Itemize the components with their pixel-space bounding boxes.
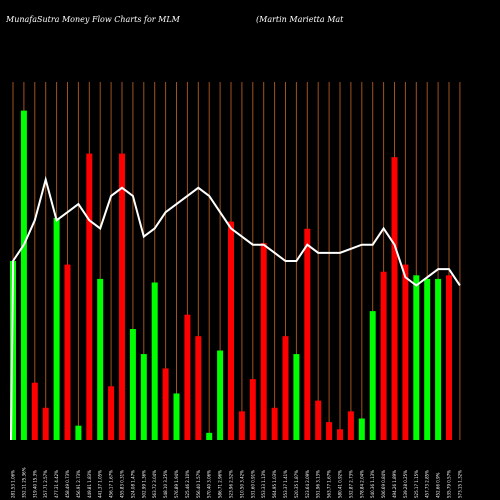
bar [195, 336, 202, 440]
bar [446, 275, 452, 440]
category-label: 525.46 2.10% [185, 470, 190, 498]
bar [20, 110, 27, 440]
bar [369, 311, 376, 440]
bar [64, 264, 71, 440]
category-label: 580.41 0.92% [338, 470, 343, 498]
category-label: 531.60 0.91% [250, 470, 255, 498]
category-label: 535.79 0.57% [447, 470, 452, 498]
bar [206, 432, 213, 440]
bar [238, 411, 245, 440]
bar [337, 429, 343, 440]
category-label: 523.64 2.09% [305, 470, 310, 498]
money-flow-line [10, 175, 461, 441]
bar [391, 157, 398, 440]
category-label: 523.96 2.52% [229, 470, 234, 498]
bar [86, 153, 93, 440]
category-label: 532.87 2.73% [348, 470, 353, 498]
category-label: 564.95 1.03% [272, 470, 277, 498]
category-label: 352.11 25.36% [21, 467, 26, 498]
bar [108, 386, 115, 440]
category-label: 556.40 1.57% [196, 470, 201, 498]
bar [315, 400, 322, 440]
category-label: 586.71 2.96% [218, 470, 223, 498]
category-label: 452.66 0.9% [436, 472, 441, 498]
category-label: 506.69 0.84% [381, 470, 386, 498]
bar [282, 336, 289, 440]
bar [184, 314, 191, 440]
bar [97, 278, 104, 440]
category-label: 578.84 2.04% [359, 470, 364, 498]
category-label: 457.73 2.85% [425, 470, 430, 498]
bar [347, 411, 354, 440]
bar [304, 228, 311, 440]
category-label: 441.37 1.05% [98, 470, 103, 498]
category-label: 281.53 1.06% [11, 470, 16, 498]
bar [42, 407, 49, 440]
category-label: 548.10 3.25% [163, 470, 168, 498]
category-label: 563.77 1.67% [327, 470, 332, 498]
category-label: 456.91 2.73% [76, 470, 81, 498]
bar [228, 221, 234, 440]
category-label: 576.89 1.94% [174, 470, 179, 498]
bar [217, 350, 224, 440]
bar [140, 354, 147, 440]
category-label: 525.17 1.15% [414, 470, 419, 498]
bar [413, 275, 420, 440]
category-label: 540.36 1.13% [370, 470, 375, 498]
category-label: 319.40 15.3% [32, 470, 37, 498]
category-label: 553.37 1.41% [283, 470, 288, 498]
bar [358, 418, 365, 440]
bar [424, 278, 431, 440]
category-label: 502.99 1.36% [141, 470, 146, 498]
category-label: 357.71 2.57% [43, 470, 48, 498]
category-label: 456.17 1.67% [109, 470, 114, 498]
bar [260, 243, 267, 440]
chart-company-name: (Martin Marietta Mat [256, 15, 344, 24]
bar [119, 153, 125, 440]
chart-site-title: MunafaSutra Money Flow Charts for MLM [6, 15, 180, 24]
category-label: 449.81 1.83% [87, 470, 92, 498]
category-label: 539.28 0.25% [403, 470, 408, 498]
bar [31, 382, 38, 440]
category-label: 455.83 0.31% [120, 470, 125, 498]
category-label: 458.49 0.73% [65, 470, 70, 498]
bar [173, 393, 180, 440]
category-label: 573.15 1.32% [457, 470, 462, 498]
bar [53, 218, 60, 440]
category-label: 524.08 1.47% [130, 470, 135, 498]
category-label: 553.33 1.13% [261, 470, 266, 498]
category-label: 570.40 3.06% [207, 470, 212, 498]
category-label: 477.31 4.42% [54, 470, 59, 498]
category-label: 520.35 1.87% [294, 470, 299, 498]
bar [75, 425, 82, 440]
bar [326, 422, 333, 440]
category-label: 563.72 3.04% [152, 470, 157, 498]
category-label: 510.50 3.42% [239, 470, 244, 498]
bar [162, 368, 169, 440]
bar [402, 264, 409, 440]
bar [435, 278, 442, 440]
bar [380, 271, 387, 440]
category-label: 551.96 3.13% [316, 470, 321, 498]
bar [293, 354, 300, 440]
bar [129, 329, 136, 440]
bar [271, 407, 278, 440]
bar [151, 282, 158, 440]
category-label: 494.26 1.89% [392, 470, 397, 498]
bar [249, 379, 256, 440]
